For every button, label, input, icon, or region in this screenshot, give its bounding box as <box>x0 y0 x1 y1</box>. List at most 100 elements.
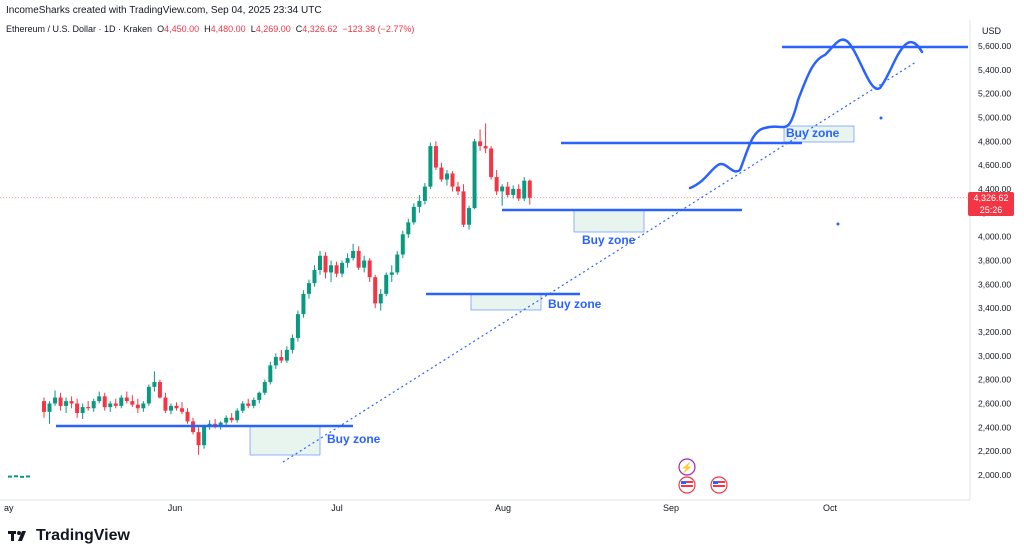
time-axis[interactable]: ay Jun Jul Aug Sep Oct <box>4 503 837 513</box>
candle-body[interactable] <box>108 403 113 408</box>
candle-body[interactable] <box>135 404 140 409</box>
candle-body[interactable] <box>406 222 411 235</box>
candle-body[interactable] <box>273 357 278 366</box>
candle-body[interactable] <box>290 337 295 350</box>
candle-body[interactable] <box>345 258 350 263</box>
candle-body[interactable] <box>240 403 245 411</box>
candle-body[interactable] <box>456 186 460 192</box>
candle-body[interactable] <box>433 146 438 168</box>
candle-body[interactable] <box>295 314 300 338</box>
candle-body[interactable] <box>14 475 18 478</box>
event-icon-1[interactable]: ⚡ <box>678 458 696 476</box>
candle-body[interactable] <box>522 180 527 199</box>
candle-body[interactable] <box>69 401 74 404</box>
candle-body[interactable] <box>389 272 394 275</box>
candle-body[interactable] <box>312 270 317 284</box>
candle-body[interactable] <box>8 475 12 478</box>
candle-body[interactable] <box>378 293 383 304</box>
candle-body[interactable] <box>262 382 267 393</box>
candle-body[interactable] <box>180 408 184 412</box>
candle-body[interactable] <box>53 397 58 404</box>
candle-body[interactable] <box>306 283 311 294</box>
candle-body[interactable] <box>58 397 63 406</box>
candle-body[interactable] <box>439 167 444 180</box>
candle-body[interactable] <box>356 250 361 268</box>
candle-body[interactable] <box>26 475 30 478</box>
projection-path[interactable] <box>688 38 924 190</box>
candle-body[interactable] <box>384 274 389 294</box>
candle-body[interactable] <box>467 208 472 225</box>
candle-body[interactable] <box>367 260 372 278</box>
buy-zone-label-1[interactable]: Buy zone <box>327 432 381 446</box>
candle-body[interactable] <box>251 399 256 406</box>
candle-body[interactable] <box>42 401 46 412</box>
candle-body[interactable] <box>301 293 306 315</box>
candle-body[interactable] <box>395 254 400 273</box>
candle-body[interactable] <box>373 277 378 304</box>
candle-body[interactable] <box>124 397 129 402</box>
candle-body[interactable] <box>141 403 146 409</box>
candle-body[interactable] <box>417 200 422 207</box>
candle-body[interactable] <box>362 260 367 268</box>
candle-body[interactable] <box>334 265 339 274</box>
candle-body[interactable] <box>130 401 135 405</box>
candle-body[interactable] <box>174 405 179 409</box>
symbol-label[interactable]: Ethereum / U.S. Dollar · 1D · Kraken <box>6 24 153 34</box>
price-axis[interactable]: 5,600.00 5,400.00 5,200.00 5,000.00 4,800.00… <box>978 41 1011 480</box>
candle-body[interactable] <box>218 422 223 427</box>
us-flag-event-icon-1[interactable] <box>678 476 696 494</box>
candle-body[interactable] <box>428 146 433 187</box>
candle-body[interactable] <box>472 141 477 209</box>
candle-body[interactable] <box>20 475 24 478</box>
candle-body[interactable] <box>500 186 505 192</box>
candle-body[interactable] <box>64 401 69 406</box>
candle-body[interactable] <box>113 403 118 406</box>
candle-body[interactable] <box>494 177 499 192</box>
candle-body[interactable] <box>450 173 455 187</box>
candle-body[interactable] <box>80 407 85 414</box>
candle-body[interactable] <box>400 234 405 255</box>
candle-body[interactable] <box>86 407 91 409</box>
buy-zone-box-3[interactable] <box>573 209 645 233</box>
candle-body[interactable] <box>422 186 427 201</box>
candle-body[interactable] <box>119 397 124 406</box>
candle-body[interactable] <box>185 411 190 422</box>
candle-body[interactable] <box>157 382 162 398</box>
candle-body[interactable] <box>196 432 201 446</box>
candle-body[interactable] <box>489 148 494 178</box>
candle-body[interactable] <box>323 255 328 273</box>
candle-body[interactable] <box>340 262 345 274</box>
candle-body[interactable] <box>411 206 416 223</box>
candle-body[interactable] <box>279 357 284 361</box>
candle-body[interactable] <box>483 146 488 149</box>
buy-zone-label-2[interactable]: Buy zone <box>548 297 602 311</box>
candle-body[interactable] <box>75 403 80 414</box>
footer-brand[interactable]: TradingView <box>8 527 130 545</box>
us-flag-event-icon-2[interactable] <box>710 476 728 494</box>
candle-body[interactable] <box>268 365 273 383</box>
candle-body[interactable] <box>257 392 262 400</box>
candle-body[interactable] <box>163 397 168 411</box>
currency-label[interactable]: USD <box>982 26 1002 36</box>
candle-body[interactable] <box>511 189 516 195</box>
buy-zone-label-4[interactable]: Buy zone <box>786 126 840 140</box>
candle-body[interactable] <box>246 403 251 406</box>
candle-body[interactable] <box>229 417 234 421</box>
candle-body[interactable] <box>91 401 96 409</box>
candle-body[interactable] <box>527 180 532 198</box>
buy-zone-label-3[interactable]: Buy zone <box>582 233 636 247</box>
candle-body[interactable] <box>102 396 107 408</box>
candle-body[interactable] <box>152 382 157 387</box>
candle-body[interactable] <box>329 265 334 273</box>
candle-body[interactable] <box>235 410 240 421</box>
candle-body[interactable] <box>351 250 356 259</box>
buy-zone-box-1[interactable] <box>249 425 321 456</box>
candle-body[interactable] <box>168 405 173 411</box>
candle-body[interactable] <box>146 386 151 404</box>
candle-body[interactable] <box>444 173 449 180</box>
candle-body[interactable] <box>97 396 102 402</box>
candle-body[interactable] <box>202 426 207 446</box>
candle-body[interactable] <box>224 417 229 423</box>
candle-body[interactable] <box>505 186 510 195</box>
